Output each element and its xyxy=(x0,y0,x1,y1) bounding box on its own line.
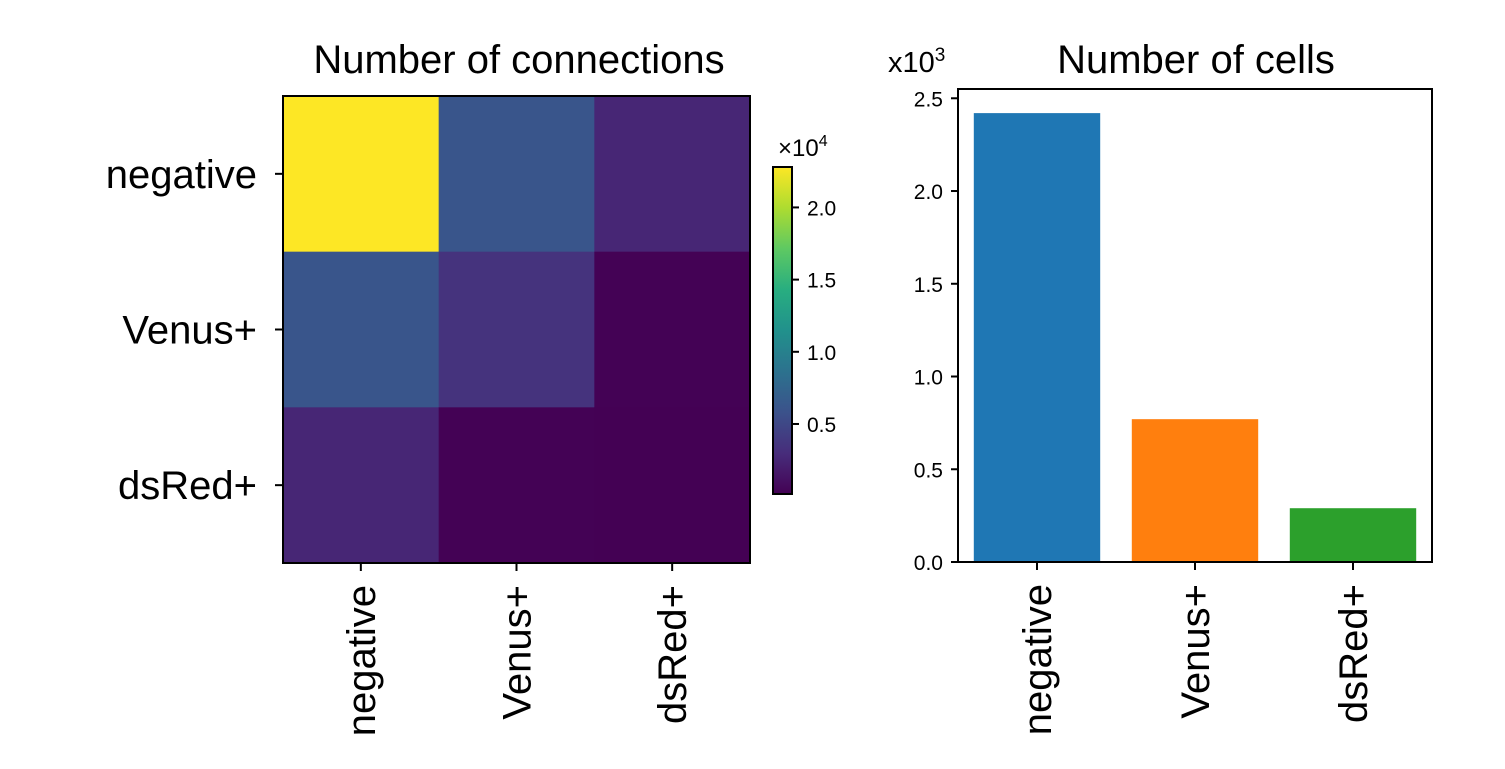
colorbar-tick-label: 1.0 xyxy=(807,342,836,365)
colorbar-tick-label: 2.0 xyxy=(807,197,836,220)
heatmap-cell xyxy=(438,96,595,253)
heatmap-panel: Number of connections negative Venus+ dsRe… xyxy=(106,38,836,736)
bars xyxy=(973,113,1417,563)
heatmap-cell xyxy=(438,251,595,408)
bar xyxy=(1289,508,1417,562)
bar xyxy=(973,113,1101,563)
bar-y-tick-label: 0.0 xyxy=(914,552,943,575)
bar-y-tick-label: 0.5 xyxy=(914,459,943,482)
heatmap-col-label: dsRed+ xyxy=(651,585,695,724)
colorbar-ticks: 0.5 1.0 1.5 2.0 xyxy=(792,197,836,437)
bar-title: Number of cells xyxy=(1057,38,1335,82)
bar-x-labels: negative Venus+ dsRed+ xyxy=(1016,562,1376,735)
heatmap-row-label: dsRed+ xyxy=(118,464,257,508)
heatmap-row-label: Venus+ xyxy=(122,309,257,353)
heatmap-cell xyxy=(283,251,440,408)
heatmap-row-labels: negative Venus+ dsRed+ xyxy=(106,153,283,508)
bar-y-tick-label: 2.0 xyxy=(914,181,943,204)
bar-panel: Number of cells x103 0.00.51.01.52.02.5 … xyxy=(888,38,1433,735)
bar-multiplier: x103 xyxy=(888,45,945,79)
colorbar-frame xyxy=(772,166,793,495)
heatmap-row-label: negative xyxy=(106,153,257,197)
bar xyxy=(1131,419,1259,562)
colorbar-tick-label: 1.5 xyxy=(807,270,836,293)
heatmap-cell xyxy=(594,407,751,564)
bar-y-tick-label: 1.5 xyxy=(914,274,943,297)
bar-y-tick-label: 2.5 xyxy=(914,88,943,111)
heatmap-column-labels: negative Venus+ dsRed+ xyxy=(340,563,695,736)
heatmap-cell xyxy=(594,96,751,253)
heatmap-cell xyxy=(594,251,751,408)
heatmap-cell xyxy=(283,96,440,253)
heatmap-col-label: Venus+ xyxy=(496,585,540,720)
heatmap-col-label: negative xyxy=(340,585,384,736)
bar-x-label: Venus+ xyxy=(1174,584,1218,719)
bar-y-tick-label: 1.0 xyxy=(914,367,943,390)
bar-y-ticks: 0.0 0.5 1.0 1.5 2.0 2.5 xyxy=(914,88,958,575)
colorbar: ×104 0.5 1.0 1.5 2.0 xyxy=(772,133,836,495)
bar-x-label: dsRed+ xyxy=(1332,584,1376,723)
heatmap-cell xyxy=(283,407,440,564)
heatmap-title: Number of connections xyxy=(313,38,724,82)
heatmap-cell xyxy=(438,407,595,564)
bar-x-label: negative xyxy=(1016,584,1060,735)
colorbar-gradient xyxy=(773,167,792,494)
colorbar-multiplier: ×104 xyxy=(778,133,828,162)
heatmap-cells xyxy=(283,96,751,564)
colorbar-tick-label: 0.5 xyxy=(807,414,836,437)
